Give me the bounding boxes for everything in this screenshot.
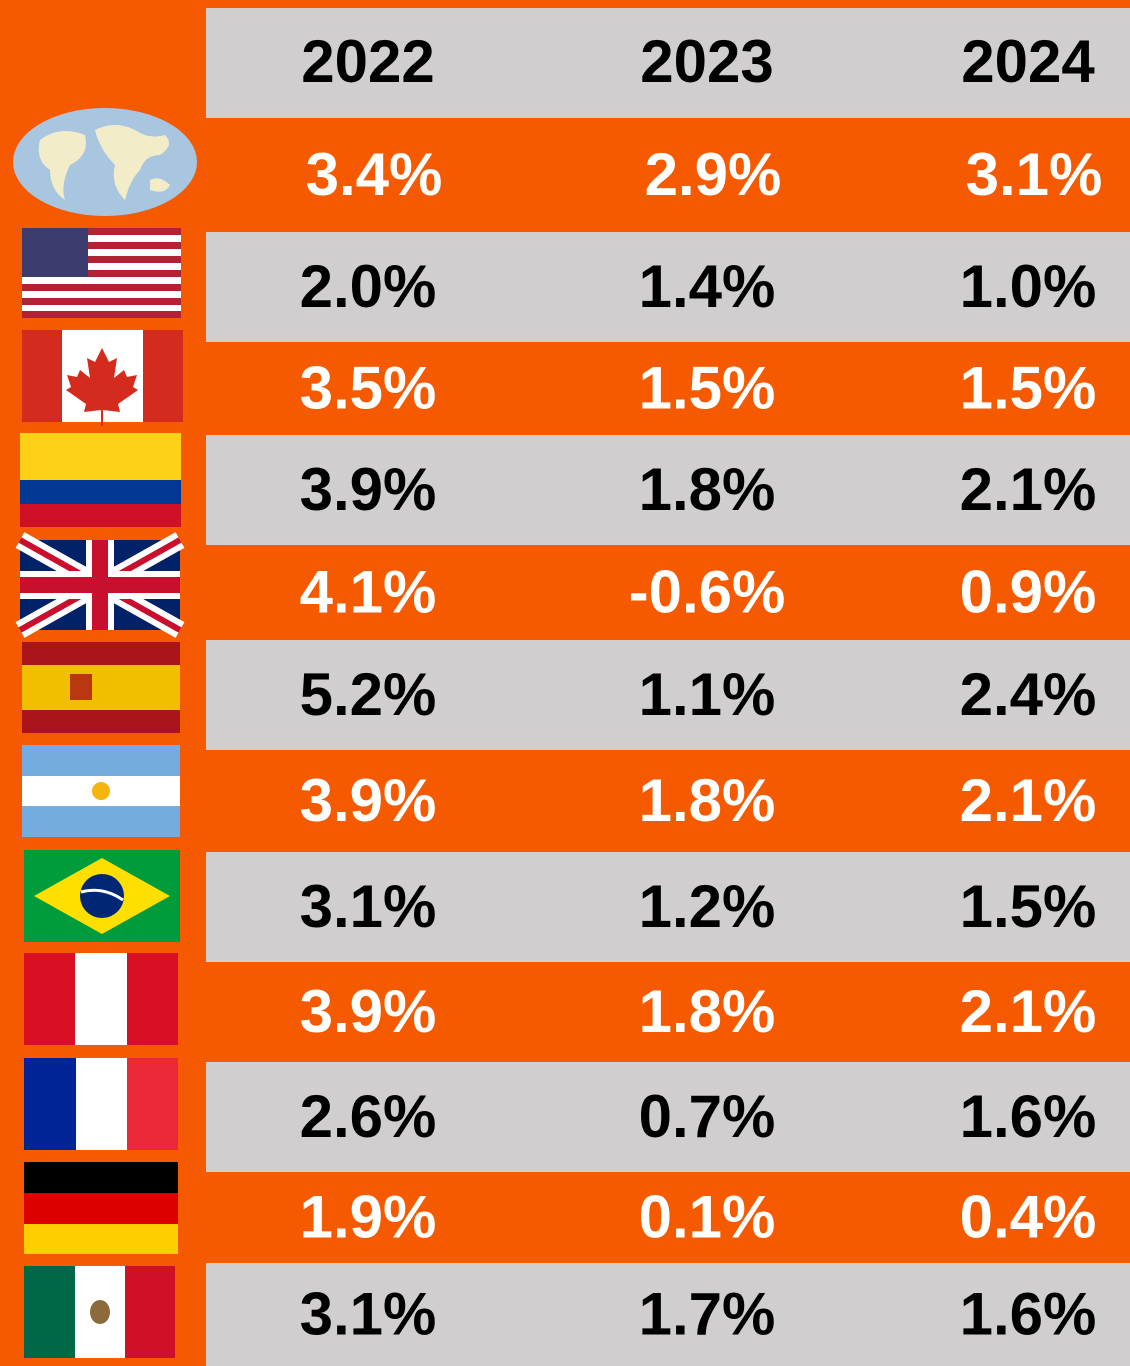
cell: 1.5%	[960, 873, 1097, 940]
header-row	[206, 8, 1130, 118]
cell: 1.4%	[639, 253, 776, 320]
cell: 1.5%	[639, 354, 776, 421]
cell: 3.1%	[300, 1280, 437, 1347]
flag-spain	[22, 642, 180, 733]
cell: 5.2%	[300, 661, 437, 728]
cell: 3.1%	[300, 873, 437, 940]
row-band	[206, 1062, 1130, 1172]
cell: 3.1%	[966, 141, 1103, 208]
flag-germany	[24, 1162, 178, 1254]
column-header: 2023	[640, 28, 773, 95]
flag-usa	[22, 228, 181, 318]
rows: 2022 2023 2024 3.4% 2.9% 3.1% 2.0% 1.4% 1.0% 3.5%…	[206, 28, 1130, 1366]
cell: 1.8%	[639, 767, 776, 834]
cell: 2.4%	[960, 661, 1097, 728]
cell: 3.9%	[300, 767, 437, 834]
cell: 0.9%	[960, 558, 1097, 625]
row-band	[206, 852, 1130, 962]
flag-uk	[15, 532, 185, 638]
cell: 3.9%	[300, 978, 437, 1045]
cell: 0.4%	[960, 1183, 1097, 1250]
cell: 1.5%	[960, 354, 1097, 421]
cell: 1.6%	[960, 1280, 1097, 1347]
cell: 1.8%	[639, 456, 776, 523]
cell: 2.6%	[300, 1083, 437, 1150]
cell: 3.4%	[306, 141, 443, 208]
flag-argentina	[22, 745, 180, 837]
cell: 1.2%	[639, 873, 776, 940]
row-band	[206, 640, 1130, 750]
cell: 2.1%	[960, 978, 1097, 1045]
cell: 0.7%	[639, 1083, 776, 1150]
cell: 1.6%	[960, 1083, 1097, 1150]
cell: 3.5%	[300, 354, 437, 421]
cell: 4.1%	[300, 558, 437, 625]
cell: 3.9%	[300, 456, 437, 523]
cell: 1.9%	[300, 1183, 437, 1250]
flag-world	[13, 108, 197, 216]
flags	[13, 108, 197, 1358]
row-band	[206, 232, 1130, 342]
row-band	[206, 435, 1130, 545]
cell: 1.0%	[960, 253, 1097, 320]
cell: 1.8%	[639, 978, 776, 1045]
cell: 2.0%	[300, 253, 437, 320]
cell: -0.6%	[629, 558, 786, 625]
flag-colombia	[20, 433, 181, 527]
cell: 0.1%	[639, 1183, 776, 1250]
cell: 2.9%	[645, 141, 782, 208]
flag-france	[24, 1058, 178, 1150]
cell: 1.1%	[639, 661, 776, 728]
column-header: 2022	[301, 28, 434, 95]
flag-mexico	[24, 1266, 175, 1358]
flag-peru	[24, 953, 178, 1045]
column-header: 2024	[961, 28, 1095, 95]
flag-brazil	[24, 850, 180, 942]
cell: 2.1%	[960, 767, 1097, 834]
flag-canada	[22, 330, 183, 426]
cell: 1.7%	[639, 1280, 776, 1347]
row-band	[206, 1263, 1130, 1366]
cell: 2.1%	[960, 456, 1097, 523]
